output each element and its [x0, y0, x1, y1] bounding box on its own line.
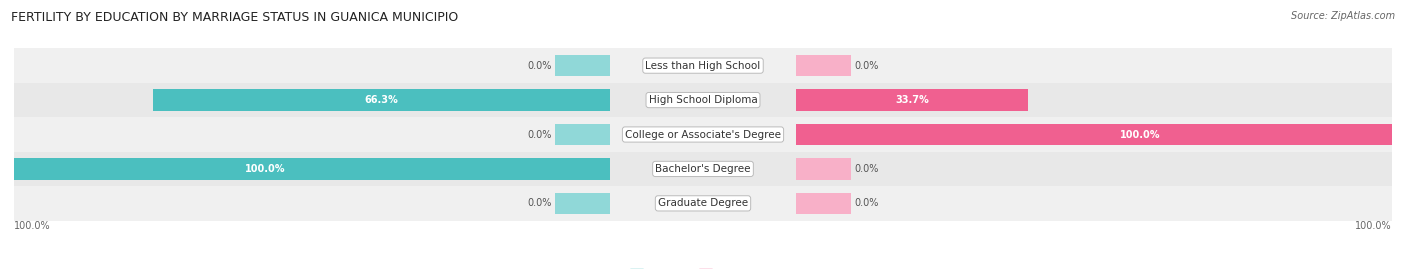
Text: 100.0%: 100.0% [1121, 129, 1161, 140]
Bar [796, 55, 851, 76]
Bar [0, 158, 610, 180]
Text: College or Associate's Degree: College or Associate's Degree [626, 129, 780, 140]
Bar [796, 158, 851, 180]
Bar [14, 186, 1392, 221]
Text: Source: ZipAtlas.com: Source: ZipAtlas.com [1291, 11, 1395, 21]
Bar [796, 89, 1028, 111]
Bar [796, 124, 1406, 145]
Text: FERTILITY BY EDUCATION BY MARRIAGE STATUS IN GUANICA MUNICIPIO: FERTILITY BY EDUCATION BY MARRIAGE STATU… [11, 11, 458, 24]
Text: 0.0%: 0.0% [527, 61, 551, 71]
Text: 0.0%: 0.0% [855, 164, 879, 174]
Text: 0.0%: 0.0% [855, 61, 879, 71]
Text: High School Diploma: High School Diploma [648, 95, 758, 105]
Bar [555, 193, 610, 214]
Legend: Married, Unmarried: Married, Unmarried [628, 267, 778, 269]
Bar [14, 152, 1392, 186]
Text: 100.0%: 100.0% [245, 164, 285, 174]
Bar [14, 117, 1392, 152]
Bar [796, 193, 851, 214]
Text: 33.7%: 33.7% [896, 95, 929, 105]
Bar [153, 89, 610, 111]
Text: Less than High School: Less than High School [645, 61, 761, 71]
Bar [555, 55, 610, 76]
Bar [555, 124, 610, 145]
Text: 66.3%: 66.3% [364, 95, 398, 105]
Text: Bachelor's Degree: Bachelor's Degree [655, 164, 751, 174]
Bar [14, 48, 1392, 83]
Text: 100.0%: 100.0% [1355, 221, 1392, 231]
Text: 0.0%: 0.0% [855, 198, 879, 208]
Text: Graduate Degree: Graduate Degree [658, 198, 748, 208]
Text: 100.0%: 100.0% [14, 221, 51, 231]
Bar [14, 83, 1392, 117]
Text: 0.0%: 0.0% [527, 129, 551, 140]
Text: 0.0%: 0.0% [527, 198, 551, 208]
